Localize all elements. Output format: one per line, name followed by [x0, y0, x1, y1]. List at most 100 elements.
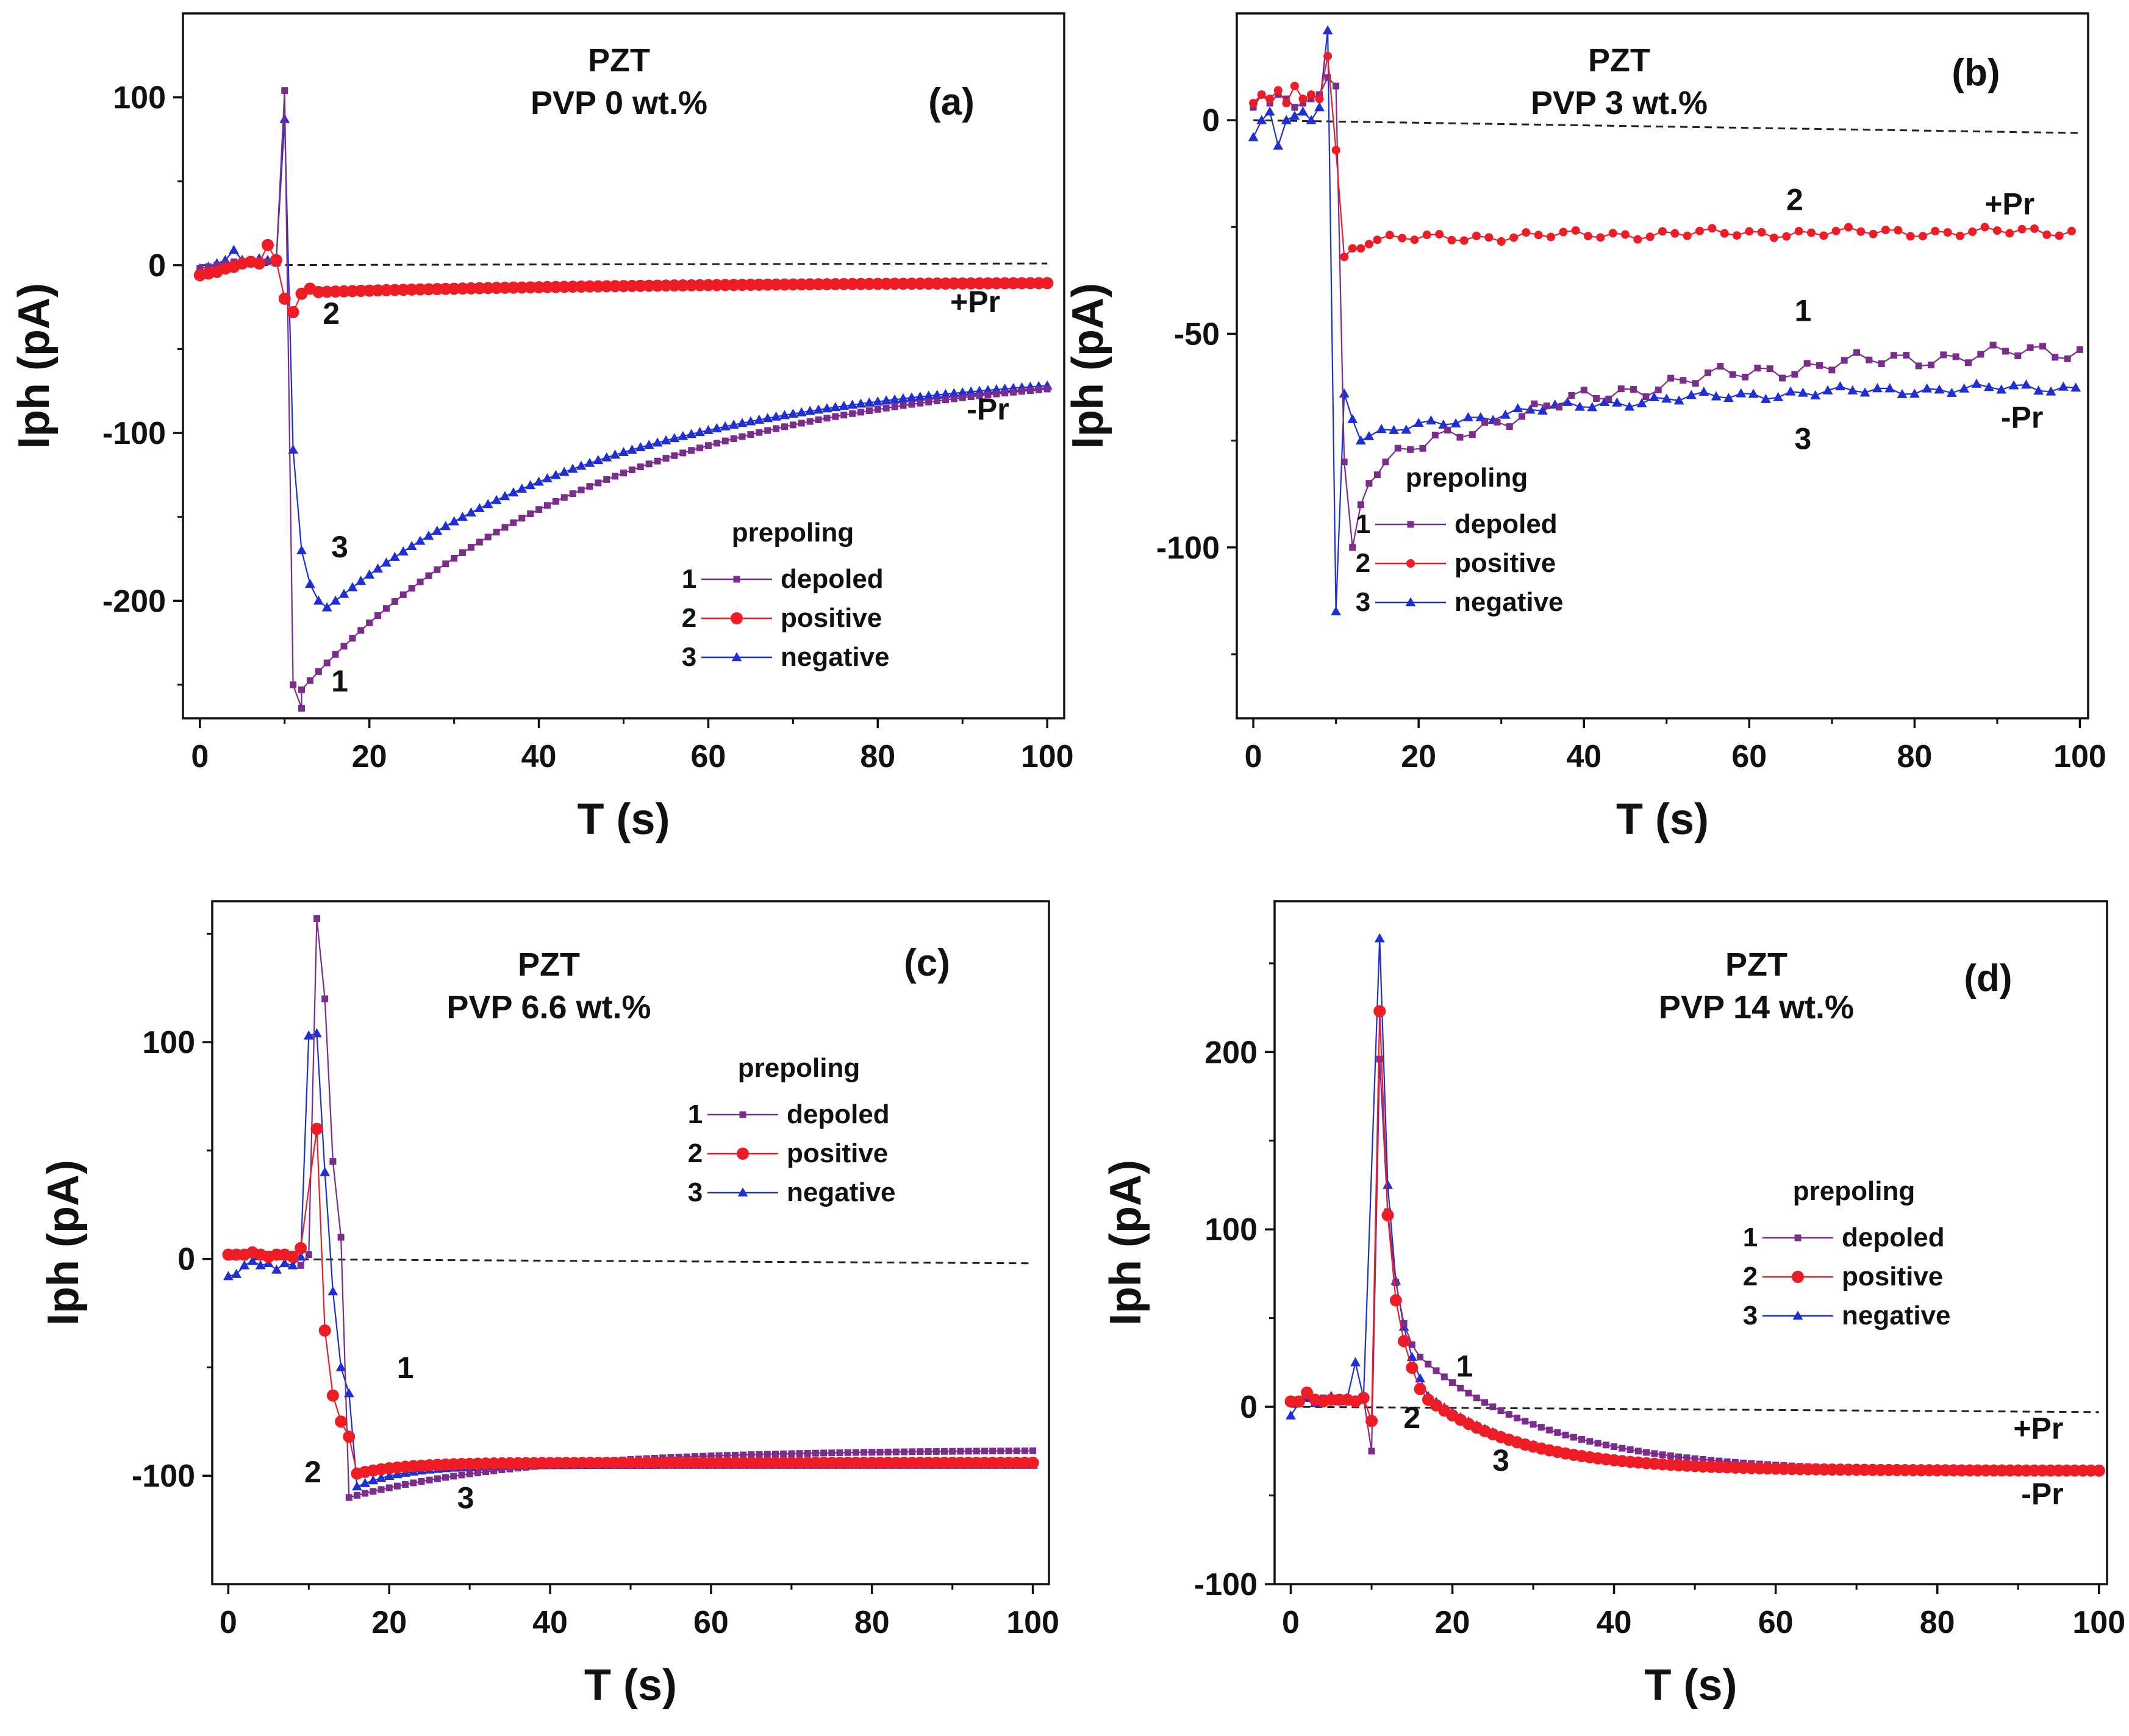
data-point	[892, 1448, 900, 1456]
data-point	[1869, 229, 1878, 238]
data-point	[1257, 90, 1266, 99]
data-point	[871, 277, 884, 290]
data-point	[997, 1448, 1004, 1455]
data-point	[532, 281, 545, 294]
data-point	[1562, 1431, 1569, 1438]
data-point	[1282, 99, 1291, 108]
legend-marker	[1407, 521, 1414, 528]
data-point	[560, 494, 568, 501]
data-point	[484, 534, 492, 541]
legend-number: 1	[1743, 1223, 1758, 1252]
data-point	[1392, 1279, 1400, 1286]
curve-label: -Pr	[2021, 1477, 2063, 1511]
data-point	[823, 415, 831, 422]
data-point	[1791, 371, 1798, 378]
data-point	[1005, 1447, 1012, 1454]
data-point	[1306, 115, 1317, 124]
data-point	[1856, 227, 1866, 236]
data-point	[688, 447, 695, 454]
data-point	[1450, 418, 1461, 427]
data-point	[721, 437, 729, 445]
x-tick-label: 40	[532, 1605, 568, 1640]
data-point	[431, 283, 443, 296]
data-point	[1667, 374, 1675, 382]
data-point	[524, 281, 537, 294]
data-point	[1779, 374, 1786, 382]
data-point	[909, 1448, 916, 1456]
data-point	[852, 1449, 859, 1456]
data-point	[1605, 395, 1612, 402]
series-depoled	[196, 87, 1051, 712]
legend-title: prepoling	[738, 1053, 860, 1083]
x-tick-label: 60	[1758, 1605, 1794, 1640]
data-point	[1001, 390, 1009, 397]
data-point	[748, 1451, 755, 1459]
legend-entry-label: positive	[1455, 548, 1556, 578]
legend-entry-label: negative	[787, 1177, 896, 1207]
data-point	[392, 1469, 403, 1479]
data-point	[643, 279, 656, 292]
data-point	[498, 1466, 506, 1474]
data-point	[465, 282, 478, 295]
data-point	[957, 1448, 964, 1455]
data-point	[820, 1449, 828, 1457]
x-tick-label: 80	[1897, 739, 1932, 774]
x-tick-label: 20	[1401, 739, 1436, 774]
data-point	[603, 476, 610, 483]
legend-title: prepoling	[732, 518, 854, 548]
data-point	[905, 277, 918, 290]
data-point	[854, 277, 867, 290]
panel-letter: (a)	[928, 81, 975, 123]
data-point	[942, 396, 949, 404]
data-point	[541, 280, 554, 293]
data-point	[1717, 363, 1724, 370]
data-point	[1469, 431, 1476, 438]
data-point	[1324, 74, 1331, 81]
data-point	[1026, 1456, 1039, 1469]
data-point	[450, 1473, 457, 1480]
data-point	[1556, 404, 1563, 411]
data-point	[915, 391, 926, 401]
data-point	[1438, 419, 1449, 429]
data-point	[1340, 459, 1348, 466]
data-point	[575, 280, 588, 293]
data-point	[1041, 277, 1054, 290]
data-point	[415, 535, 426, 545]
data-point	[2033, 385, 2044, 395]
data-point	[1754, 365, 1761, 372]
data-point	[1680, 377, 1687, 384]
data-point	[2005, 229, 2014, 238]
data-point	[1720, 229, 1729, 238]
data-point	[456, 282, 469, 295]
data-point	[247, 1256, 258, 1265]
data-point	[1659, 1451, 1666, 1459]
data-point	[1348, 244, 1357, 253]
data-point	[1364, 240, 1373, 249]
data-point	[1816, 362, 1823, 369]
data-point	[356, 576, 367, 585]
data-point	[931, 277, 943, 290]
zero-baseline	[199, 262, 1048, 266]
data-point	[376, 1473, 387, 1482]
x-tick-label: 40	[1597, 1605, 1632, 1640]
curve-label: 3	[1795, 422, 1812, 456]
x-axis-label: T (s)	[584, 1661, 677, 1710]
data-point	[1655, 386, 1662, 393]
data-point	[315, 668, 322, 675]
data-point	[669, 433, 680, 443]
data-point	[844, 1449, 851, 1456]
data-point	[1024, 277, 1037, 290]
data-point	[1519, 413, 1526, 420]
y-tick-label: 100	[113, 80, 166, 116]
data-point	[1645, 232, 1655, 241]
data-point	[595, 479, 602, 487]
data-point	[2039, 343, 2046, 350]
data-point	[948, 277, 961, 290]
data-point	[778, 278, 791, 291]
data-point	[1562, 396, 1573, 406]
data-point	[510, 519, 517, 526]
data-point	[2027, 344, 2034, 351]
data-point	[1286, 1410, 1296, 1420]
data-point	[323, 659, 331, 666]
data-point	[1599, 396, 1610, 406]
